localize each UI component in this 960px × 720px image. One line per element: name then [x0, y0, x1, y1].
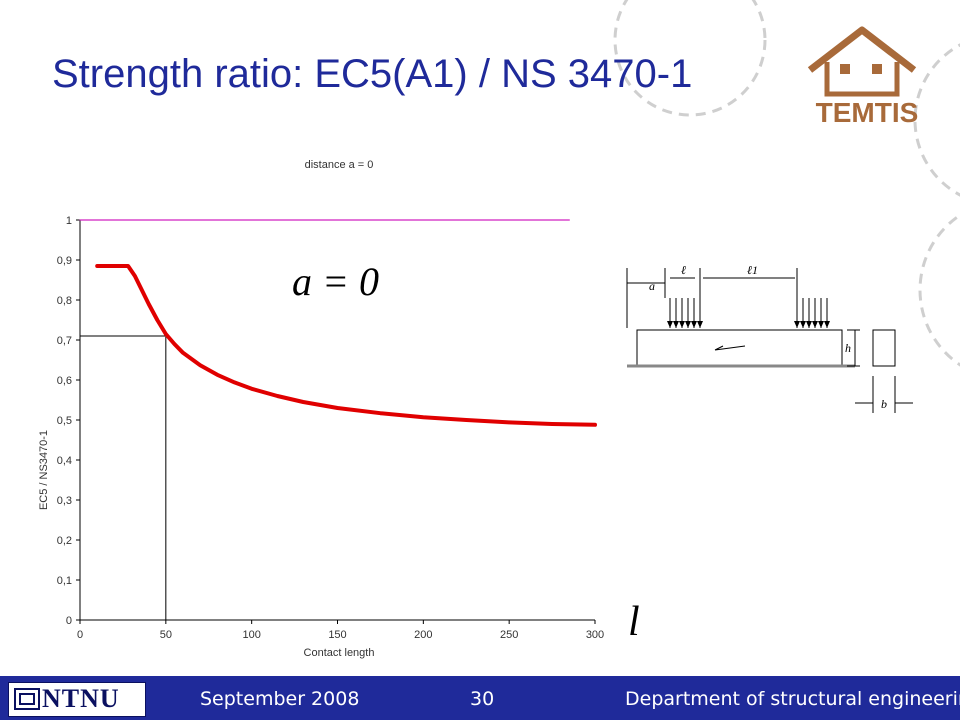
- x-tick-label: 0: [77, 629, 83, 641]
- logo-text: TEMTIS: [816, 97, 919, 128]
- series-line-ratio: [95, 264, 597, 427]
- ntnu-logo: [8, 682, 146, 717]
- footer-department: Department of structural engineering: [625, 688, 960, 710]
- beam-label-l: ℓ: [681, 263, 686, 277]
- x-tick-label: 300: [586, 629, 604, 641]
- y-tick-label: 0,2: [57, 535, 72, 547]
- chart-title: distance a = 0: [305, 159, 374, 171]
- beam-label-l1: ℓ1: [747, 263, 758, 277]
- x-tick-label: 100: [242, 629, 260, 641]
- y-tick-label: 0,6: [57, 375, 72, 387]
- x-tick-label: 200: [414, 629, 432, 641]
- beam-label-a: a: [649, 279, 655, 293]
- y-tick-label: 0,4: [57, 455, 72, 467]
- formula-a: a = 0: [292, 259, 379, 304]
- y-tick-label: 0: [66, 615, 72, 627]
- strength-ratio-chart: 0 0,1 0,2 0,3 0,4 0,5 0,6 0,7 0,8 0,9 1 0 50 100 150 20…: [38, 159, 604, 659]
- beam-label-b: b: [881, 397, 887, 411]
- footer-page-number: 30: [470, 688, 495, 710]
- ntnu-logo-text: NTNU: [42, 684, 120, 713]
- y-tick-label: 0,7: [57, 335, 72, 347]
- y-tick-label: 0,8: [57, 295, 72, 307]
- formula-l-text: l: [628, 599, 640, 645]
- y-tick-label: 1: [66, 215, 72, 227]
- y-tick-label: 0,3: [57, 495, 72, 507]
- y-tick-label: 0,1: [57, 575, 72, 587]
- x-tick-label: 50: [160, 629, 172, 641]
- chart-xlabel: Contact length: [304, 647, 375, 659]
- chart-ylabel: EC5 / NS3470-1: [38, 430, 50, 510]
- formula-l: l: [628, 599, 640, 645]
- beam-label-h: h: [845, 341, 851, 355]
- ntnu-emblem-icon: [14, 688, 40, 710]
- formula-a-text: a = 0: [292, 259, 379, 304]
- temtis-logo: TEMTIS: [807, 26, 919, 128]
- footer-date: September 2008: [200, 688, 360, 710]
- slide-title: Strength ratio: EC5(A1) / NS 3470-1: [52, 52, 693, 96]
- beam-loading-diagram: a ℓ ℓ1 h b: [626, 263, 913, 413]
- x-tick-label: 150: [328, 629, 346, 641]
- y-tick-label: 0,9: [57, 255, 72, 267]
- x-tick-label: 250: [500, 629, 518, 641]
- y-tick-label: 0,5: [57, 415, 72, 427]
- footer-bar: [0, 676, 960, 720]
